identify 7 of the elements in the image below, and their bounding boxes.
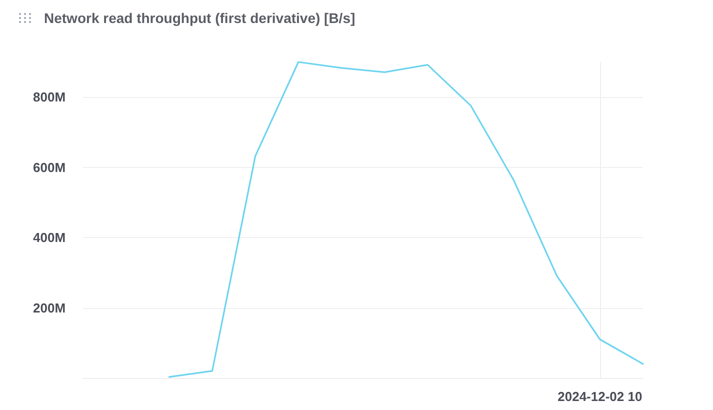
y-tick-label: 400M <box>33 230 66 246</box>
y-tick-label: 800M <box>33 90 66 105</box>
y-tick-label: 200M <box>33 300 66 316</box>
y-tick-label: 600M <box>33 160 66 175</box>
x-tick-label: 2024-12-02 10 <box>558 389 642 404</box>
line-series <box>168 61 644 378</box>
chart-title: Network read throughput (first derivative) [B/s] <box>44 10 356 26</box>
